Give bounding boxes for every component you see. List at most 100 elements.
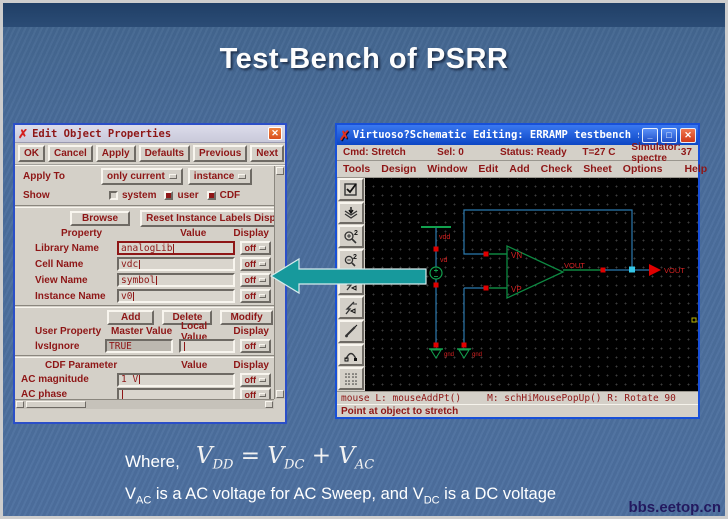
minimize-icon[interactable]: _: [642, 127, 658, 143]
add-button[interactable]: Add: [107, 309, 155, 325]
vout-output-pin[interactable]: [649, 264, 661, 276]
option-menu-icon: [168, 174, 177, 179]
virtuoso-titlebar[interactable]: ✗ Virtuoso?Schematic Editing: ERRAMP tes…: [337, 125, 698, 145]
scroll-right-icon[interactable]: [265, 401, 273, 408]
vdd-net-label: vdd: [439, 234, 450, 241]
menu-check[interactable]: Check: [540, 163, 573, 175]
menu-tools[interactable]: Tools: [343, 163, 371, 175]
dialog-titlebar[interactable]: ✗ Edit Object Properties ✕: [15, 125, 285, 143]
ac-magnitude-display-dropdown[interactable]: off: [239, 372, 271, 387]
view-name-input[interactable]: symbol: [117, 273, 235, 287]
display-value: off: [244, 341, 257, 351]
zoom-out-2x-icon[interactable]: 2: [338, 249, 364, 272]
scroll-down-icon[interactable]: [276, 390, 284, 398]
reset-instance-labels-button[interactable]: Reset Instance Labels Display: [140, 209, 285, 227]
menu-options[interactable]: Options: [622, 163, 663, 175]
ground-symbol-right[interactable]: [457, 348, 471, 359]
display-value: off: [244, 275, 257, 285]
cdf-checkbox[interactable]: [206, 191, 216, 200]
vout-pin-label: VOUT: [664, 266, 685, 275]
menu-add[interactable]: Add: [509, 163, 530, 175]
close-icon[interactable]: ✕: [268, 127, 282, 140]
where-label: Where,: [125, 452, 180, 471]
gnd-net-label: gnd: [444, 352, 454, 358]
cell-name-display-dropdown[interactable]: off: [239, 257, 271, 271]
value-header: Value: [181, 360, 208, 371]
copy-cursor-icon[interactable]: [338, 296, 364, 320]
selected-vertex-square[interactable]: [629, 266, 635, 273]
arrow-shape: [269, 257, 427, 295]
lvsignore-display-dropdown[interactable]: off: [239, 339, 271, 353]
x11-app-icon: ✗: [18, 126, 29, 141]
scroll-up-icon[interactable]: [276, 167, 284, 175]
user-checkbox[interactable]: [164, 191, 174, 200]
local-value-header: Local Value: [181, 320, 208, 343]
menu-help[interactable]: Help: [684, 163, 708, 175]
display-header: Display: [233, 228, 269, 239]
schematic-canvas[interactable]: vdd vd gnd: [365, 178, 698, 391]
apply-to-scope-dropdown[interactable]: only current: [101, 168, 183, 185]
lvsignore-label: lvsIgnore: [35, 340, 80, 352]
opamp-symbol[interactable]: [506, 244, 565, 300]
defaults-button[interactable]: Defaults: [138, 145, 191, 162]
svg-text:2: 2: [354, 230, 358, 237]
maximize-icon[interactable]: □: [661, 127, 677, 143]
browse-button[interactable]: Browse: [70, 210, 131, 226]
junction-square: [483, 251, 489, 257]
field-label: View Name: [35, 274, 88, 286]
display-value: off: [244, 291, 257, 301]
menu-edit[interactable]: Edit: [478, 163, 499, 175]
field-label: Library Name: [35, 242, 99, 254]
apply-to-kind-dropdown[interactable]: instance: [187, 168, 253, 185]
delete-button[interactable]: Delete: [162, 309, 213, 325]
dot-grid-icon[interactable]: [338, 367, 364, 391]
zoom-in-2x-icon[interactable]: 2: [338, 225, 364, 249]
mouse-bindings-bar: mouse L: mouseAddPt() M: schHiMousePopUp…: [337, 391, 698, 404]
scrollbar-thumb[interactable]: [26, 401, 86, 408]
vertical-scrollbar[interactable]: [274, 166, 285, 399]
vdc-voltage-source[interactable]: [429, 266, 443, 280]
menu-design[interactable]: Design: [381, 163, 417, 175]
system-checkbox[interactable]: [109, 191, 118, 200]
library-name-display-dropdown[interactable]: off: [239, 241, 271, 255]
cancel-button[interactable]: Cancel: [48, 145, 93, 162]
apply-to-scope-value: only current: [107, 171, 165, 182]
view-name-display-dropdown[interactable]: off: [239, 273, 271, 287]
ground-symbol-left[interactable]: [429, 348, 443, 359]
next-button[interactable]: Next: [250, 145, 284, 162]
divider: [15, 205, 285, 208]
ok-button[interactable]: OK: [18, 145, 45, 162]
callout-arrow: [269, 257, 427, 295]
ac-magnitude-input[interactable]: 1 V: [117, 372, 235, 387]
modify-button[interactable]: Modify: [220, 309, 273, 325]
apply-button[interactable]: Apply: [95, 145, 136, 162]
menu-window[interactable]: Window: [427, 163, 468, 175]
save-stack-icon[interactable]: [338, 201, 364, 225]
page-title: Test-Bench of PSRR: [219, 43, 509, 75]
divider: [15, 355, 285, 358]
x11-app-icon: ✗: [339, 127, 350, 143]
close-icon[interactable]: ✕: [680, 127, 696, 143]
menu-sheet[interactable]: Sheet: [583, 163, 612, 175]
library-name-input[interactable]: analogLib: [117, 241, 235, 255]
lvsignore-local-input[interactable]: [179, 339, 235, 353]
feedback-wire[interactable]: [463, 209, 633, 269]
instance-name-display-dropdown[interactable]: off: [239, 289, 271, 303]
vout-net-label: VOUT: [564, 261, 585, 270]
checkbox-check-icon[interactable]: [338, 178, 364, 201]
wire-pen-icon[interactable]: [338, 320, 364, 343]
cdf-field-label: AC magnitude: [21, 374, 89, 385]
horizontal-scrollbar[interactable]: [15, 399, 274, 409]
previous-button[interactable]: Previous: [193, 145, 248, 162]
voltage-caption: VAC is a AC voltage for AC Sweep, and VD…: [125, 485, 557, 507]
display-value: off: [244, 259, 257, 269]
display-value: off: [244, 243, 257, 253]
option-menu-icon: [259, 392, 266, 397]
instance-name-input[interactable]: v0: [117, 289, 235, 303]
lvsignore-master-field[interactable]: TRUE: [105, 339, 173, 353]
cmd-status: Cmd: Stretch: [343, 147, 406, 158]
arc-route-icon[interactable]: [338, 343, 364, 367]
status-bar: Cmd: Stretch Sel: 0 Status: Ready T=27 C…: [337, 142, 698, 164]
cell-name-input[interactable]: vdc: [117, 257, 235, 271]
scroll-left-icon[interactable]: [16, 401, 24, 408]
